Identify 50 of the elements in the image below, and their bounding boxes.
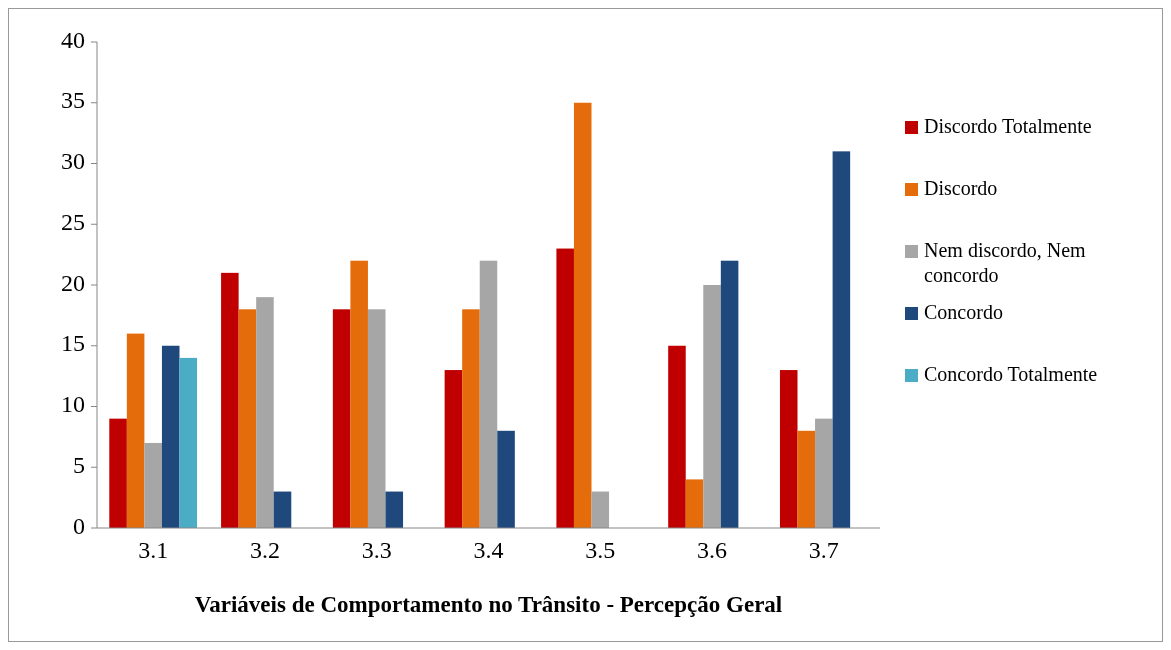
bar xyxy=(161,345,180,528)
y-tick-label: 35 xyxy=(61,87,85,114)
legend-label: Concordo xyxy=(924,300,1003,323)
bar xyxy=(221,272,239,528)
bar xyxy=(797,430,816,528)
bar xyxy=(815,418,833,528)
y-tick-label: 25 xyxy=(61,208,85,235)
bar xyxy=(238,309,257,528)
y-tick-label: 30 xyxy=(61,148,85,175)
bar xyxy=(350,260,368,528)
legend-label: Discordo Totalmente xyxy=(924,114,1092,137)
bar xyxy=(444,370,463,528)
bar xyxy=(668,345,686,528)
bar xyxy=(367,309,386,528)
bar xyxy=(385,491,404,528)
legend-label: Concordo Totalmente xyxy=(924,362,1098,385)
bar xyxy=(256,297,274,528)
x-tick-label: 3.6 xyxy=(697,537,728,563)
y-tick-label: 20 xyxy=(61,269,85,296)
x-tick-label: 3.2 xyxy=(249,537,280,563)
bar xyxy=(685,479,704,528)
bar xyxy=(497,430,515,528)
legend-label: Nem discordo, Nem concordo xyxy=(924,238,1087,286)
x-tick-label: 3.5 xyxy=(585,537,616,563)
bar xyxy=(479,260,498,528)
bar xyxy=(720,260,739,528)
bar xyxy=(703,285,721,528)
bar xyxy=(332,309,351,528)
bar xyxy=(109,418,127,528)
bar xyxy=(556,248,574,528)
legend-label: Discordo xyxy=(924,176,998,199)
x-tick-label: 3.3 xyxy=(361,537,392,563)
x-tick-label: 3.4 xyxy=(473,537,504,563)
y-tick-label: 5 xyxy=(73,451,85,478)
x-axis-title: Variáveis de Comportamento no Trânsito - Percepção Geral xyxy=(194,592,783,617)
y-tick-label: 40 xyxy=(61,26,85,53)
bar xyxy=(179,357,198,528)
bar xyxy=(462,309,480,528)
bar xyxy=(273,491,292,528)
bar xyxy=(779,370,798,528)
y-tick-label: 10 xyxy=(61,391,85,418)
x-tick-label: 3.1 xyxy=(138,537,169,563)
bar xyxy=(126,333,145,528)
bar xyxy=(591,491,610,528)
y-tick-label: 0 xyxy=(73,512,85,539)
bar xyxy=(144,442,162,528)
bar xyxy=(573,102,592,528)
y-tick-label: 15 xyxy=(61,330,85,357)
bar xyxy=(832,151,851,528)
x-tick-label: 3.7 xyxy=(808,537,839,563)
